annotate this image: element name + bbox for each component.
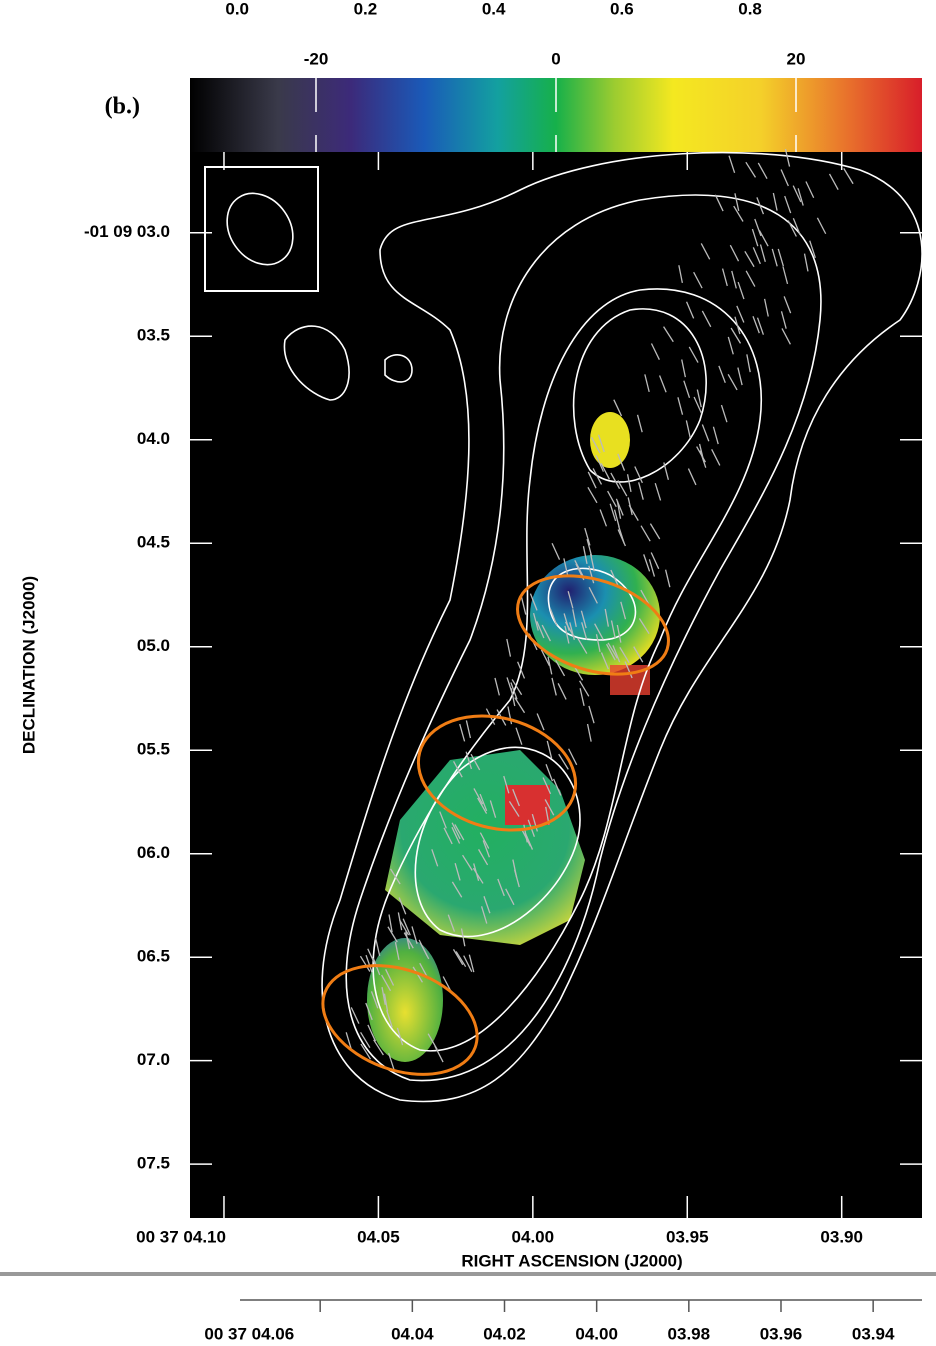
y-tick-label: 04.5 (137, 533, 170, 552)
top-ruler-tick-label: 0.4 (482, 0, 506, 18)
x-axis-title: RIGHT ASCENSION (J2000) (461, 1251, 682, 1270)
x-tick-label: 04.00 (512, 1227, 555, 1246)
colorbar-tick-label: 20 (787, 49, 806, 68)
ruler-tick-label: 03.98 (668, 1324, 711, 1343)
ruler-tick-label: 03.96 (760, 1324, 803, 1343)
x-tick-label: 04.05 (357, 1227, 400, 1246)
panel-label: (b.) (105, 94, 140, 120)
x-tick-label: 03.90 (820, 1227, 863, 1246)
x-tick-label: 03.95 (666, 1227, 709, 1246)
ruler-tick-label: 04.02 (483, 1324, 526, 1343)
y-tick-label: 06.0 (137, 843, 170, 862)
y-tick-label: 04.0 (137, 429, 170, 448)
ruler-tick-label: 04.00 (575, 1324, 618, 1343)
x-tick-label: 00 37 04.10 (136, 1227, 226, 1246)
y-tick-label: 03.5 (137, 326, 170, 345)
y-tick-label: 05.0 (137, 636, 170, 655)
image-background (190, 152, 922, 1218)
y-tick-label: 07.5 (137, 1154, 170, 1173)
colorbar-tick-label: -20 (304, 49, 329, 68)
y-tick-label: 06.5 (137, 947, 170, 966)
ruler-tick-label: 00 37 04.06 (204, 1324, 294, 1343)
ruler-tick-label: 04.04 (391, 1324, 434, 1343)
page-edge (0, 1272, 936, 1276)
top-ruler-tick-label: 0.6 (610, 0, 634, 18)
top-ruler-tick-label: 0.0 (225, 0, 249, 18)
y-axis-title: DECLINATION (J2000) (19, 576, 38, 754)
top-ruler-tick-label: 0.8 (738, 0, 762, 18)
top-ruler-tick-label: 0.2 (354, 0, 378, 18)
y-tick-label: 05.5 (137, 740, 170, 759)
ruler-tick-label: 03.94 (852, 1324, 895, 1343)
y-tick-label: -01 09 03.0 (84, 222, 170, 241)
figure: (b.) RIGHT ASCENSION (J2000) DECLINATION… (0, 0, 936, 1346)
y-tick-label: 07.0 (137, 1050, 170, 1069)
colorbar-tick-label: 0 (551, 49, 560, 68)
